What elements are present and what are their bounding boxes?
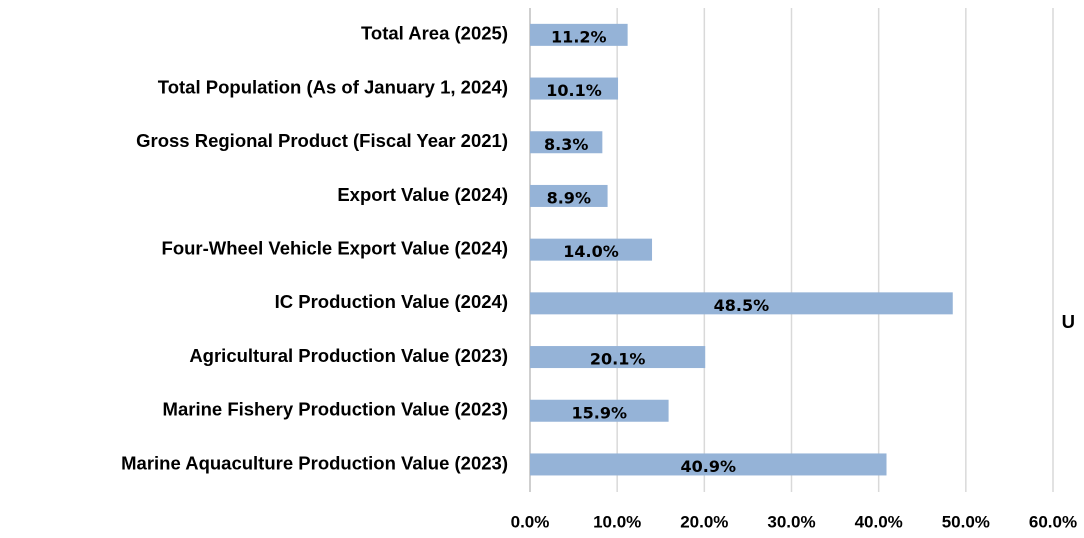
- y-tick-label: Total Population (As of January 1, 2024): [158, 76, 508, 97]
- y-tick-label: Gross Regional Product (Fiscal Year 2021…: [136, 130, 508, 151]
- data-label: 14.0%: [563, 242, 619, 261]
- bar: [530, 77, 619, 100]
- y-tick-label: Marine Fishery Production Value (2023): [163, 399, 508, 420]
- bar: [530, 292, 953, 315]
- data-label: 11.2%: [551, 27, 607, 46]
- bar: [530, 399, 669, 422]
- bar: [530, 131, 603, 154]
- data-label: 15.9%: [572, 403, 628, 422]
- x-tick-label: 0.0%: [511, 512, 550, 531]
- data-label: 8.9%: [547, 188, 591, 207]
- y-tick-label: Total Area (2025): [361, 23, 508, 44]
- data-label: 20.1%: [590, 350, 646, 369]
- y-tick-label: Four-Wheel Vehicle Export Value (2024): [162, 238, 508, 259]
- bar: [530, 23, 628, 46]
- x-tick-label: 40.0%: [855, 512, 903, 531]
- data-label: 10.1%: [546, 81, 602, 100]
- y-tick-label: Marine Aquaculture Production Value (202…: [121, 452, 508, 473]
- x-tick-label: 10.0%: [593, 512, 641, 531]
- data-label: 40.9%: [680, 457, 736, 476]
- y-tick-label: Export Value (2024): [337, 184, 508, 205]
- x-tick-label: 50.0%: [942, 512, 990, 531]
- annotation: U: [1062, 311, 1075, 332]
- x-tick-label: 60.0%: [1029, 512, 1077, 531]
- bar: [530, 184, 608, 207]
- y-tick-label: Agricultural Production Value (2023): [189, 345, 508, 366]
- bar: [530, 346, 706, 369]
- x-tick-label: 30.0%: [767, 512, 815, 531]
- data-label: 8.3%: [544, 135, 588, 154]
- bar: [530, 238, 653, 261]
- bar: [530, 453, 887, 476]
- y-tick-label: IC Production Value (2024): [275, 291, 508, 312]
- x-tick-label: 20.0%: [680, 512, 728, 531]
- data-label: 48.5%: [714, 296, 770, 315]
